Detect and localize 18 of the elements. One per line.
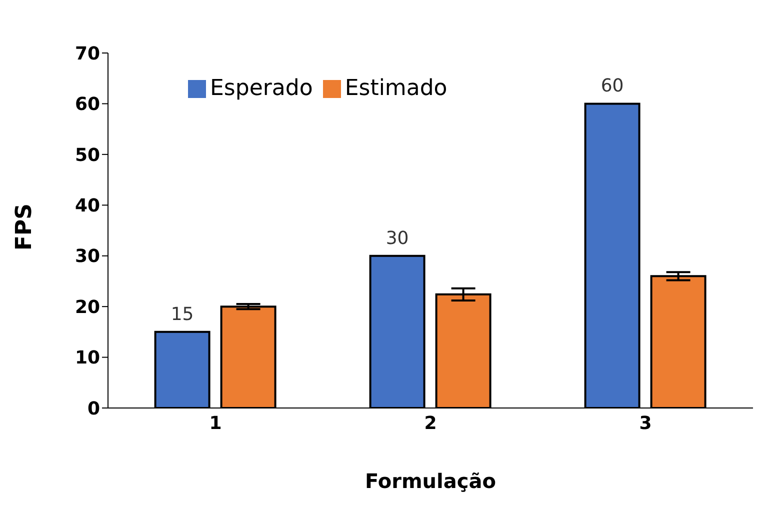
y-tick-label: 10 xyxy=(74,348,100,369)
legend-label: Estimado xyxy=(344,76,448,101)
y-axis-title: FPS xyxy=(12,204,37,250)
data-label: 15 xyxy=(170,304,194,325)
x-tick-label: 1 xyxy=(209,412,222,434)
y-tick-label: 50 xyxy=(74,144,100,166)
x-tick-label: 3 xyxy=(639,412,652,434)
x-tick-label: 2 xyxy=(424,412,437,434)
data-label: 30 xyxy=(386,228,409,249)
x-axis-title: Formulação xyxy=(365,469,496,493)
y-tick-label: 0 xyxy=(87,398,100,420)
y-tick-label: 30 xyxy=(74,246,100,268)
y-tick-label: 70 xyxy=(74,43,100,64)
y-tick-label: 20 xyxy=(74,296,100,318)
data-label: 60 xyxy=(600,76,624,97)
y-tick-label: 40 xyxy=(74,196,100,217)
y-tick-label: 60 xyxy=(74,94,100,116)
legend-label: Esperado xyxy=(210,76,313,101)
